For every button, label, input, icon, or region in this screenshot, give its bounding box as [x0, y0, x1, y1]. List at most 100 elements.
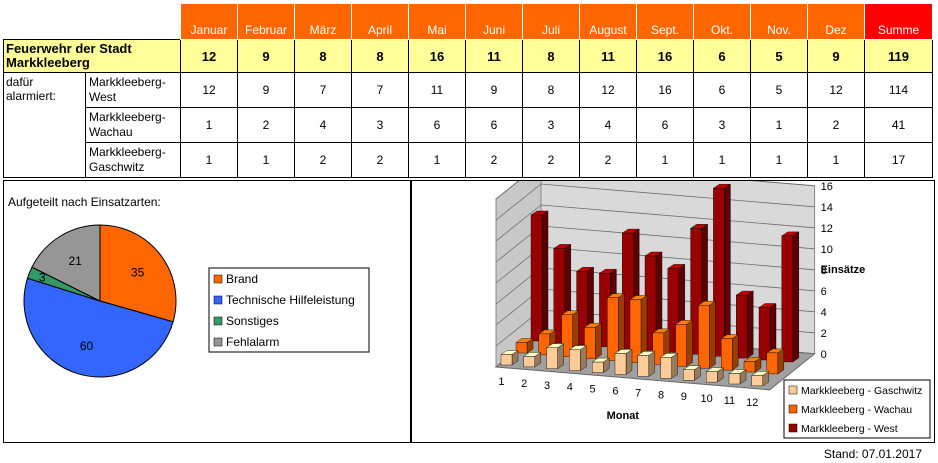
value-cell: 12: [579, 72, 637, 108]
value-cell: 6: [465, 107, 523, 143]
total-cell: 16: [408, 39, 466, 73]
bar-front: [667, 268, 680, 353]
value-cell: 3: [351, 107, 409, 143]
pie-data-label: 3: [39, 271, 46, 285]
x-tick-label: 2: [521, 378, 527, 390]
bar: [637, 351, 656, 377]
bar-side: [557, 343, 564, 370]
statistics-table: Januar Februar März April Mai Juni Juli …: [3, 3, 933, 178]
value-cell: 6: [408, 107, 466, 143]
pie-legend: Brand Technische Hilfeleistung Sonstiges Fe…: [208, 267, 370, 353]
x-tick-label: 8: [658, 389, 664, 401]
month-header: Sept.: [636, 3, 694, 40]
value-cell: 1: [408, 142, 466, 178]
bar: [697, 300, 717, 369]
bar-legend-label: Markkleeberg - West: [801, 423, 898, 435]
pie-slice: [99, 224, 177, 323]
bar-legend: Markkleeberg - Gaschwitz Markkleeberg - W…: [783, 379, 931, 439]
bar: [530, 210, 549, 342]
value-cell: 6: [693, 72, 751, 108]
bar-front: [743, 361, 756, 373]
bar-side: [686, 319, 693, 367]
month-header: April: [351, 3, 409, 40]
value-cell: 2: [807, 107, 865, 143]
bar: [743, 357, 762, 373]
value-cell: 4: [294, 107, 352, 143]
pie-data-label: 21: [69, 254, 83, 268]
stand-date: Stand: 07.01.2017: [823, 447, 922, 461]
bar: [500, 350, 519, 366]
pie-legend-label: Brand: [226, 272, 258, 286]
value-cell: 8: [522, 72, 580, 108]
month-header: August: [579, 3, 637, 40]
pie-slice: [31, 224, 101, 302]
x-tick-label: 5: [590, 384, 596, 396]
pie-legend-label: Fehlalarm: [226, 335, 279, 349]
bar-panel: 0 2 4 6 8 10 12 14 16 Einsätze 1 2 3 4 5 6 7 8 9 10 11 12 Mona…: [411, 161, 935, 443]
value-cell: 2: [579, 142, 637, 178]
value-cell: 2: [522, 142, 580, 178]
bar-side: [541, 210, 549, 342]
bar: [515, 338, 534, 354]
x-tick-label: 1: [498, 376, 504, 388]
bar-side: [671, 352, 678, 379]
month-header: Januar: [180, 3, 238, 40]
month-header: Nov.: [750, 3, 808, 40]
value-cell: 1: [180, 107, 238, 143]
bar-legend-swatch: [788, 385, 798, 395]
value-cell: 16: [636, 72, 694, 108]
value-cell: 2: [465, 142, 523, 178]
bar-front: [766, 352, 778, 375]
bar-front: [637, 355, 650, 377]
value-cell: 12: [180, 72, 238, 108]
total-cell: 11: [465, 39, 523, 73]
bar-front: [781, 235, 793, 363]
y-tick-label: 0: [821, 349, 827, 361]
pie-chart: Aufgeteilt nach Einsatzarten: 35 60 3 21 Bran…: [8, 195, 370, 378]
bar: [781, 231, 800, 363]
bar: [606, 293, 625, 361]
bar-front: [515, 342, 528, 354]
bar-front: [660, 357, 672, 379]
x-tick-label: 6: [612, 385, 618, 397]
bar-side: [595, 322, 602, 360]
y-tick-label: 8: [821, 265, 827, 277]
month-header: Juni: [465, 3, 523, 40]
bar-front: [736, 294, 748, 359]
y-tick-label: 12: [821, 223, 833, 235]
bar-front: [728, 373, 741, 385]
month-header: März: [294, 3, 352, 40]
total-cell: 8: [522, 39, 580, 73]
district-label: Markkleeberg-West: [85, 72, 181, 108]
bar-legend-box: [783, 379, 931, 439]
bar-front: [690, 228, 702, 355]
bar-front: [652, 332, 665, 365]
y-tick-label: 14: [821, 202, 833, 214]
month-header: Februar: [237, 3, 295, 40]
row-sum-cell: 17: [864, 142, 933, 178]
total-cell: 6: [693, 39, 751, 73]
pie-legend-label: Technische Hilfeleistung: [226, 293, 355, 307]
value-cell: 2: [351, 142, 409, 178]
y-axis-label: Einsätze: [821, 264, 866, 276]
pie-legend-swatch: [213, 316, 223, 326]
x-tick-label: 3: [544, 380, 550, 392]
bar-front: [561, 314, 573, 358]
month-header: Mai: [408, 3, 466, 40]
bar-side: [777, 348, 784, 375]
x-tick-label: 11: [724, 395, 735, 407]
bar-side: [792, 231, 799, 363]
value-cell: 9: [237, 72, 295, 108]
value-cell: 7: [294, 72, 352, 108]
x-tick-label: 9: [681, 391, 687, 403]
pie-legend-label: Sonstiges: [226, 314, 279, 328]
bar-front: [758, 307, 771, 361]
x-tick-label: 12: [746, 397, 758, 409]
bar-front: [500, 354, 513, 366]
bar-front: [546, 347, 558, 370]
value-cell: 4: [579, 107, 637, 143]
bar-front: [569, 349, 581, 371]
bar: [766, 348, 785, 375]
y-tick-label: 4: [821, 307, 827, 319]
bar: [591, 357, 610, 373]
